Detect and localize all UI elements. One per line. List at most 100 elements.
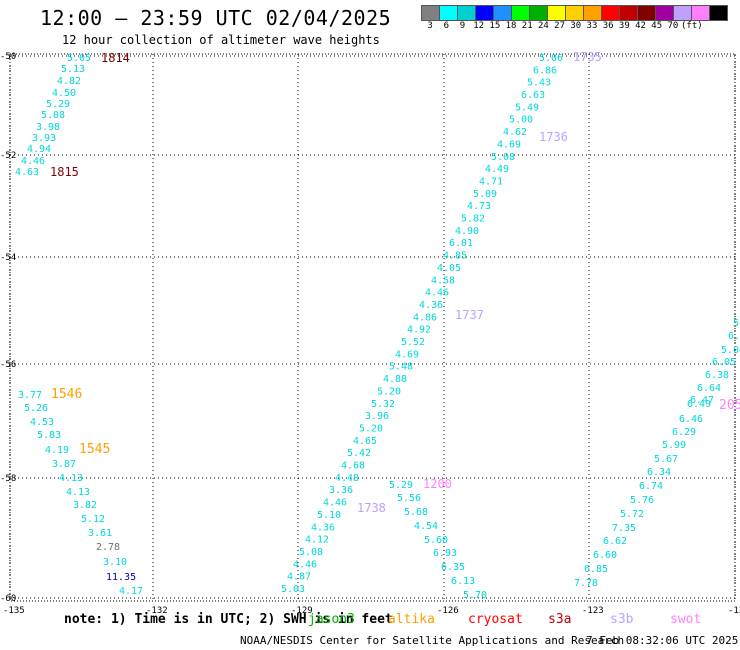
wave-height-value: 11.35 [106, 572, 136, 583]
lat-tick-label: -50 [0, 52, 16, 62]
pass-time-label: 1814 [101, 51, 130, 65]
wave-height-value: 4.12 [305, 535, 329, 546]
wave-height-value: 6.1 [728, 331, 740, 342]
pass-time-label: 205 [719, 398, 740, 413]
wave-height-value: 4.36 [419, 300, 443, 311]
colorbar-label: 33 [586, 21, 598, 31]
satellite-legend-item: jason3 [308, 612, 355, 627]
wave-height-value: 4.13 [59, 473, 83, 484]
wave-height-value: 6.05 [712, 357, 736, 368]
wave-height-value: 5.43 [527, 78, 551, 89]
lat-tick-label: -58 [0, 474, 16, 484]
wave-height-value: 5.60 [424, 535, 448, 546]
wave-height-value: 4.50 [52, 88, 76, 99]
wave-height-value: 5.76 [630, 495, 654, 506]
wave-height-value: 2.78 [96, 542, 120, 553]
colorbar-label: 9 [459, 21, 466, 31]
pass-time-label: 1738 [357, 501, 386, 515]
wave-height-value: 6.35 [441, 562, 465, 573]
lon-tick-label: -120 [728, 606, 740, 616]
wave-height-value: 5.12 [81, 514, 105, 525]
wave-height-value: 4.48 [335, 473, 359, 484]
wave-height-value: 5.82 [461, 214, 485, 225]
wave-height-value: 4.71 [479, 176, 503, 187]
wave-height-value: 5.72 [620, 509, 644, 520]
page-title: 12:00 — 23:59 UTC 02/04/2025 [40, 6, 392, 30]
pass-time-label: 1735 [573, 50, 602, 64]
lon-tick-label: -132 [146, 606, 168, 616]
wave-height-value: 5.04 [721, 345, 740, 356]
wave-height-value: 4.69 [497, 139, 521, 150]
wave-height-value: 4.05 [437, 263, 461, 274]
wave-height-value: 5.42 [347, 448, 371, 459]
credit-text: NOAA/NESDIS Center for Satellite Applica… [240, 634, 625, 647]
wave-height-value: 6.38 [705, 370, 729, 381]
pass-time-label: 1200 [423, 477, 452, 491]
wave-height-value: 5.26 [24, 403, 48, 414]
colorbar-label: 39 [618, 21, 630, 31]
wave-height-value: 5.48 [389, 362, 413, 373]
satellite-legend-item: s3a [548, 612, 572, 627]
wave-height-value: 4.53 [30, 417, 54, 428]
wave-height-value: 5.0 [733, 318, 740, 329]
wave-height-value: 4.69 [395, 349, 419, 360]
satellite-legend-item: altika [388, 612, 435, 627]
wave-height-value: 3.61 [88, 528, 112, 539]
wave-height-value: 4.54 [414, 521, 438, 532]
wave-height-value: 3.93 [32, 133, 56, 144]
wave-height-value: 5.56 [397, 493, 421, 504]
wave-height-value: 5.32 [371, 399, 395, 410]
lon-tick-label: -123 [582, 606, 604, 616]
wave-height-value: 4.73 [467, 201, 491, 212]
pass-time-label: 1815 [50, 165, 79, 179]
wave-height-value: 4.86 [413, 312, 437, 323]
wave-height-value: 7.35 [612, 523, 636, 534]
wave-height-value: 4.13 [66, 487, 90, 498]
colorbar-label: 3 [427, 21, 433, 31]
wave-height-value: 5.99 [662, 440, 686, 451]
lon-tick-label: -129 [291, 606, 313, 616]
wave-height-value: 6.64 [697, 383, 721, 394]
colorbar-label: 45 [651, 21, 663, 31]
wave-height-value: 4.94 [27, 144, 51, 155]
wave-height-value: 4.68 [341, 461, 365, 472]
colorbar-label: 27 [554, 21, 566, 31]
wave-height-value: 4.62 [503, 127, 527, 138]
wave-height-value: 6.63 [521, 90, 545, 101]
lat-tick-label: -54 [0, 253, 16, 263]
pass-time-label: 1737 [455, 308, 484, 322]
wave-height-value: 6.93 [433, 548, 457, 559]
wave-height-value: 4.58 [431, 275, 455, 286]
wave-height-value: 5.13 [61, 64, 85, 75]
lat-tick-label: -52 [0, 151, 16, 161]
wave-height-value: 6.46 [679, 414, 703, 425]
footer-note: note: 1) Time is in UTC; 2) SWH is in fe… [64, 612, 393, 627]
wave-height-value: 4.87 [287, 572, 311, 583]
wave-height-value: 5.05 [67, 53, 91, 64]
wave-height-value: 6.85 [584, 564, 608, 575]
wave-height-value: 4.36 [311, 522, 335, 533]
wave-height-value: 4.88 [383, 374, 407, 385]
lat-tick-label: -60 [0, 594, 16, 604]
pass-time-label: 1545 [79, 442, 110, 457]
satellite-legend-item: s3b [610, 612, 634, 627]
wave-height-value: 6.01 [449, 238, 473, 249]
wave-height-value: 3.36 [329, 485, 353, 496]
wave-height-value: 4.82 [57, 76, 81, 87]
timestamp: 7 Feb 08:32:06 UTC 2025 [586, 634, 739, 647]
colorbar-label: 12 [473, 21, 485, 31]
wave-height-value: 6.47 [690, 395, 714, 406]
lon-tick-label: -135 [3, 606, 25, 616]
wave-height-value: 4.46 [323, 498, 347, 509]
wave-height-value: 3.77 [18, 390, 42, 401]
satellite-legend-item: cryosat [468, 612, 523, 627]
wave-height-value: 6.29 [672, 427, 696, 438]
wave-height-value: 5.08 [41, 110, 65, 121]
wave-height-value: 5.52 [401, 337, 425, 348]
wave-height-value: 6.74 [639, 481, 663, 492]
wave-height-value: 6.13 [451, 576, 475, 587]
pass-time-label: 1546 [51, 387, 82, 402]
wave-height-value: 5.08 [491, 152, 515, 163]
wave-height-value: 5.03 [281, 584, 305, 595]
